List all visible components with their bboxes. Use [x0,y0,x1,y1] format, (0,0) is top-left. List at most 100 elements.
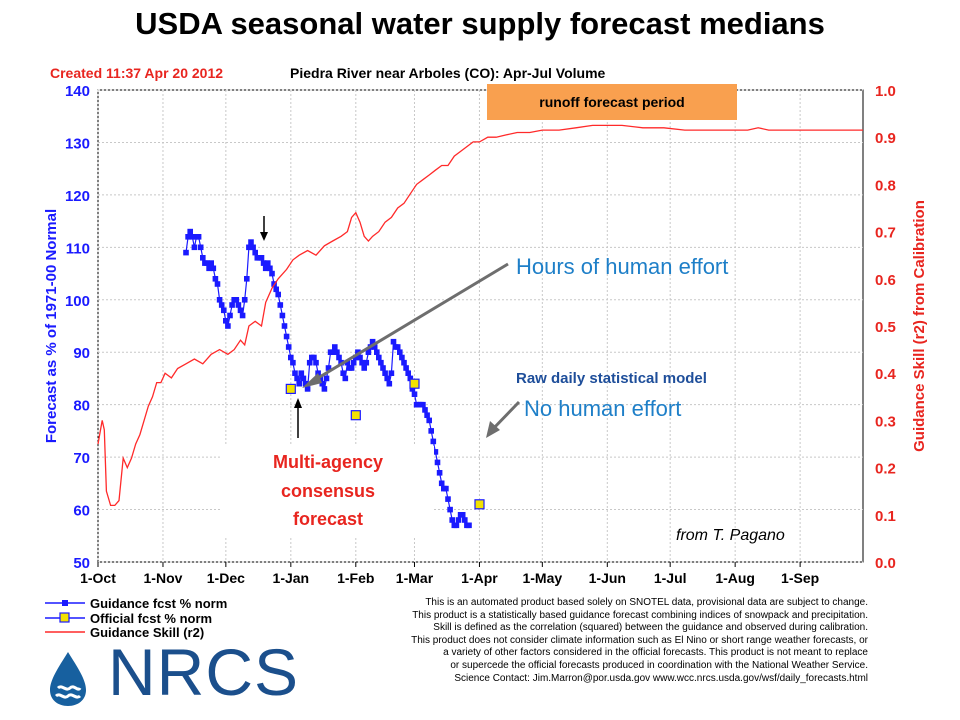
x-tick-label: 1-Jun [589,570,626,586]
data-point-guidance [405,370,411,376]
data-point-guidance [208,260,214,266]
data-point-guidance [265,260,271,266]
data-point-guidance [407,375,414,382]
data-point-guidance [434,459,441,466]
data-point-guidance [390,338,397,345]
data-point-guidance [235,302,242,308]
data-point-guidance [323,375,330,382]
credit-label: from T. Pagano [676,527,785,544]
data-point-guidance [422,407,428,413]
data-point-guidance [221,307,227,314]
data-point-guidance [279,312,286,319]
y2-tick-label: 0.7 [875,225,896,242]
runoff-forecast-label: runoff forecast period [539,94,684,110]
data-point-guidance [281,323,288,329]
y2-tick-label: 1.0 [875,83,896,100]
chart-subtitle: Piedra River near Arboles (CO): Apr-Jul … [290,65,606,81]
data-point-guidance [315,370,321,376]
data-point-guidance [428,428,434,434]
consensus-label-1: Multi-agency [273,452,383,472]
raw-model-label: Raw daily statistical model [516,370,707,387]
data-point-guidance [449,517,455,523]
y2-tick-label: 0.4 [875,366,897,383]
data-point-guidance [262,265,269,272]
human-effort-label: Hours of human effort [516,254,728,279]
data-point-guidance [223,318,229,324]
data-point-guidance [426,417,432,424]
legend [45,600,85,633]
data-point-guidance [411,391,418,397]
data-point-guidance [300,375,307,382]
data-point-guidance [336,354,342,361]
data-point-guidance [189,234,196,240]
data-point-guidance [436,470,443,476]
x-tick-label: 1-Mar [396,570,434,586]
no-human-effort-arrowhead [486,421,500,438]
y-tick-label: 100 [65,293,90,310]
data-point-guidance [365,349,372,355]
data-point-guidance [267,265,273,272]
peak-marker-arrowhead [260,232,268,241]
data-point-guidance [200,255,206,261]
consensus-label-3: forecast [293,509,363,529]
data-point-official [285,383,296,394]
data-point-guidance [348,365,355,371]
data-point-guidance [296,380,302,387]
data-point-guidance [288,354,294,361]
x-tick-label: 1-Dec [207,570,245,586]
data-point-guidance [227,312,233,319]
y2-tick-label: 0.5 [875,319,896,336]
x-tick-label: 1-Apr [461,570,498,586]
data-point-guidance [466,522,472,529]
annotations: Hours of human effort Raw daily statisti… [222,216,785,544]
data-point-guidance [447,506,453,513]
data-point-guidance [403,365,409,371]
data-point-guidance [359,359,365,366]
consensus-label-2: consensus [281,481,375,501]
x-tick-label: 1-Aug [715,570,755,586]
data-point-guidance [185,234,191,240]
axes: 1-Oct 1-Nov 1-Dec 1-Jan 1-Feb 1-Mar 1-Apr 1-May… [43,83,928,586]
data-point-guidance [290,359,296,366]
data-point-guidance [225,323,231,329]
y2-tick-label: 0.2 [875,461,896,478]
y-tick-label: 130 [65,135,90,152]
human-effort-arrowhead [302,373,322,388]
series-line-guidance-skill [97,124,863,507]
data-point-guidance [401,359,407,366]
data-point-guidance [210,265,217,272]
data-point-guidance [369,338,376,345]
plot-area [97,89,864,563]
nrcs-logo: NRCS [108,635,300,709]
data-point-official [474,499,485,510]
data-point-guidance [292,370,298,376]
data-point-guidance [355,349,361,355]
data-point-guidance [353,354,359,361]
x-tick-label: 1-Oct [80,570,116,586]
data-point-guidance [183,249,189,256]
legend-marker-guidance [62,600,68,606]
data-point-guidance [250,244,256,251]
data-point-guidance [455,517,462,523]
data-point-guidance [363,359,370,366]
data-point-guidance [361,365,367,371]
data-point-guidance [237,307,244,314]
data-point-guidance [319,380,326,387]
data-point-guidance [374,349,380,355]
y-tick-label: 140 [65,83,90,100]
data-point-guidance [329,349,336,355]
legend-marker-official [59,612,70,623]
disclaimer-line: Skill is defined as the correlation (squ… [433,622,868,634]
data-point-official [350,410,361,421]
y-tick-label: 90 [73,345,90,362]
data-point-guidance [350,359,357,366]
data-point-guidance [432,449,439,455]
data-point-guidance [304,386,311,392]
runoff-forecast-band: runoff forecast period [487,84,737,120]
data-point-guidance [283,333,290,340]
data-point-guidance [378,359,384,366]
data-point-guidance [371,344,378,350]
data-point-guidance [216,297,223,303]
data-point-guidance [321,386,328,392]
legend-label-guidance: Guidance fcst % norm [90,596,228,611]
